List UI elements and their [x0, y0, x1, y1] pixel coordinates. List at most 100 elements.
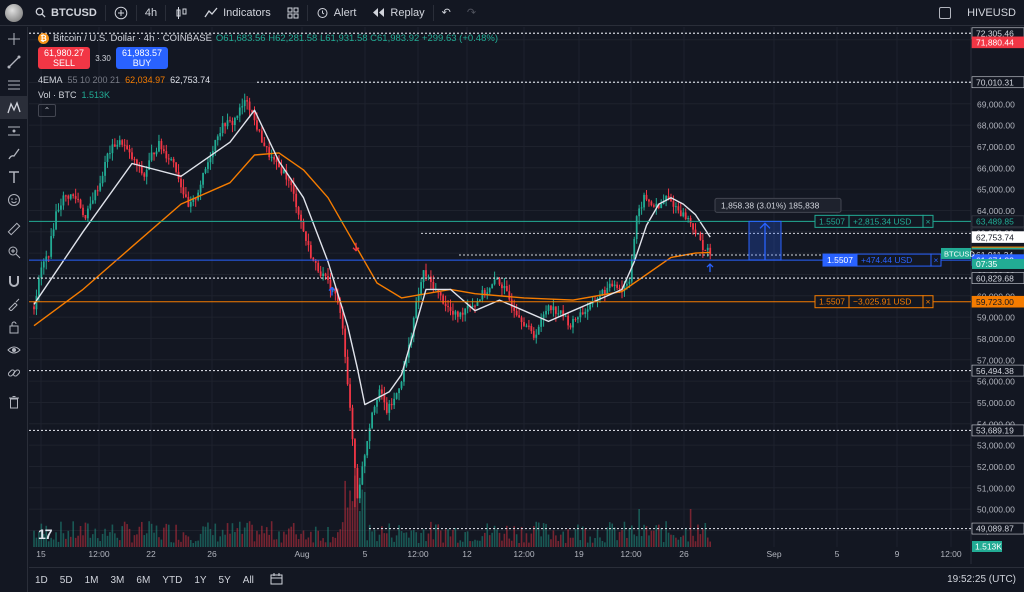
ruler-icon[interactable] — [0, 217, 28, 240]
volume-bar — [185, 535, 187, 547]
alert-label: Alert — [333, 6, 357, 19]
volume-bar — [542, 523, 545, 547]
crosshair-icon[interactable] — [0, 27, 28, 50]
level-price-label: 60,829.68 — [976, 273, 1014, 283]
candle-body — [437, 289, 440, 293]
range-5d[interactable]: 5D — [59, 574, 73, 586]
volume-bar — [540, 536, 542, 547]
x-tick-label: 5 — [835, 549, 840, 559]
volume-bar — [697, 524, 699, 547]
candle-body — [630, 259, 633, 282]
position-close-icon: × — [926, 216, 931, 226]
candle-body — [35, 295, 38, 310]
range-5y[interactable]: 5Y — [218, 574, 231, 586]
alert-button[interactable]: Alert — [308, 0, 365, 26]
position-tag[interactable]: 1.5507 +2,815.34 USD × — [814, 214, 934, 228]
volume-bar — [109, 532, 111, 547]
volume-bar — [121, 526, 123, 547]
candle-body — [430, 276, 432, 282]
zoom-icon[interactable] — [0, 240, 28, 263]
ohlc-values: O61,683.56 H62,281.58 L61,931.58 C61,983… — [215, 32, 498, 44]
volume-bar — [356, 485, 359, 547]
volume-bar — [182, 532, 185, 547]
layouts-button[interactable] — [279, 0, 307, 26]
brush-icon[interactable] — [0, 142, 28, 165]
eye-icon[interactable] — [0, 338, 28, 361]
drawing-mode-icon[interactable] — [0, 292, 28, 315]
volume-bar — [366, 540, 368, 547]
candle-body — [234, 117, 236, 126]
magnet-icon[interactable] — [0, 269, 28, 292]
volume-bar — [376, 541, 378, 547]
candle-body — [557, 313, 560, 315]
candle-body — [300, 214, 302, 222]
volume-bar — [128, 528, 131, 547]
candle-body — [62, 195, 65, 206]
text-icon[interactable] — [0, 165, 28, 188]
range-1d[interactable]: 1D — [35, 574, 48, 586]
forecast-icon[interactable] — [0, 119, 28, 142]
price-chart[interactable]: 72,000.0070,000.0069,000.0068,000.0067,0… — [29, 27, 1024, 567]
trash-icon[interactable] — [0, 390, 28, 413]
candle-body — [290, 180, 293, 186]
candle-body — [344, 328, 347, 357]
sell-button[interactable]: 61,980.27 SELL — [38, 47, 90, 69]
volume-legend[interactable]: Vol · BTC 1.513K — [38, 89, 110, 101]
utc-clock[interactable]: 19:52:25 (UTC) — [947, 574, 1016, 585]
position-tag[interactable]: 1.5507 +474.44 USD × — [822, 253, 942, 267]
buy-button[interactable]: 61,983.57 BUY — [116, 47, 168, 69]
candle-body — [118, 140, 121, 145]
symbol-search[interactable]: BTCUSD — [27, 0, 105, 26]
undo-button[interactable]: ↶ — [434, 0, 459, 26]
link-icon[interactable] — [0, 361, 28, 384]
range-1y[interactable]: 1Y — [194, 574, 207, 586]
volume-bar — [150, 523, 153, 547]
ema-legend[interactable]: 4EMA 55 10 200 21 62,034.97 62,753.74 — [38, 74, 210, 86]
y-tick-label: 51,000.00 — [977, 483, 1015, 493]
compare-button[interactable] — [106, 0, 136, 26]
volume-bar — [65, 538, 67, 547]
fib-retracement-icon[interactable] — [0, 73, 28, 96]
range-ytd[interactable]: YTD — [162, 574, 183, 586]
collapse-legend-button[interactable]: ⌃ — [38, 104, 56, 117]
volume-bar — [82, 535, 84, 547]
candle-body — [189, 201, 192, 207]
volume-bar — [660, 527, 662, 547]
legend-title[interactable]: Bitcoin / U.S. Dollar · 4h · COINBASE — [53, 32, 212, 44]
position-tag[interactable]: 1.5507 −3,025.91 USD × — [814, 295, 934, 309]
emoji-icon[interactable] — [0, 188, 28, 211]
range-1m[interactable]: 1M — [84, 574, 99, 586]
volume-bar — [35, 537, 38, 547]
volume-bar — [214, 523, 217, 547]
interval-button[interactable]: 4h — [144, 6, 158, 19]
volume-bar — [116, 537, 119, 547]
indicators-button[interactable]: Indicators — [196, 0, 279, 26]
layout-name[interactable]: HIVEUSD — [967, 7, 1016, 19]
volume-bar — [114, 533, 116, 547]
candle-body — [241, 106, 244, 108]
sell-marker-head — [352, 247, 360, 252]
range-3m[interactable]: 3M — [110, 574, 125, 586]
pattern-icon[interactable] — [0, 96, 28, 119]
volume-bar — [447, 529, 449, 547]
replay-button[interactable]: Replay — [364, 0, 432, 26]
volume-bar — [322, 538, 324, 547]
volume-bar — [47, 541, 50, 547]
candle-body — [459, 312, 462, 317]
chart-type-button[interactable] — [166, 0, 196, 26]
lock-icon[interactable] — [0, 315, 28, 338]
volume-bar — [231, 523, 234, 547]
user-avatar[interactable] — [5, 3, 23, 22]
volume-bar — [572, 537, 574, 547]
range-6m[interactable]: 6M — [136, 574, 151, 586]
range-all[interactable]: All — [242, 574, 254, 586]
plus-circle-icon — [114, 6, 128, 19]
redo-button[interactable]: ↷ — [459, 0, 484, 26]
volume-bar — [106, 535, 109, 547]
trend-line-icon[interactable] — [0, 50, 28, 73]
date-range-icon[interactable] — [264, 572, 289, 588]
volume-bar — [437, 524, 440, 547]
candle-body — [145, 169, 148, 177]
y-tick-label: 58,000.00 — [977, 334, 1015, 344]
layout-checkbox-icon[interactable] — [939, 7, 952, 19]
